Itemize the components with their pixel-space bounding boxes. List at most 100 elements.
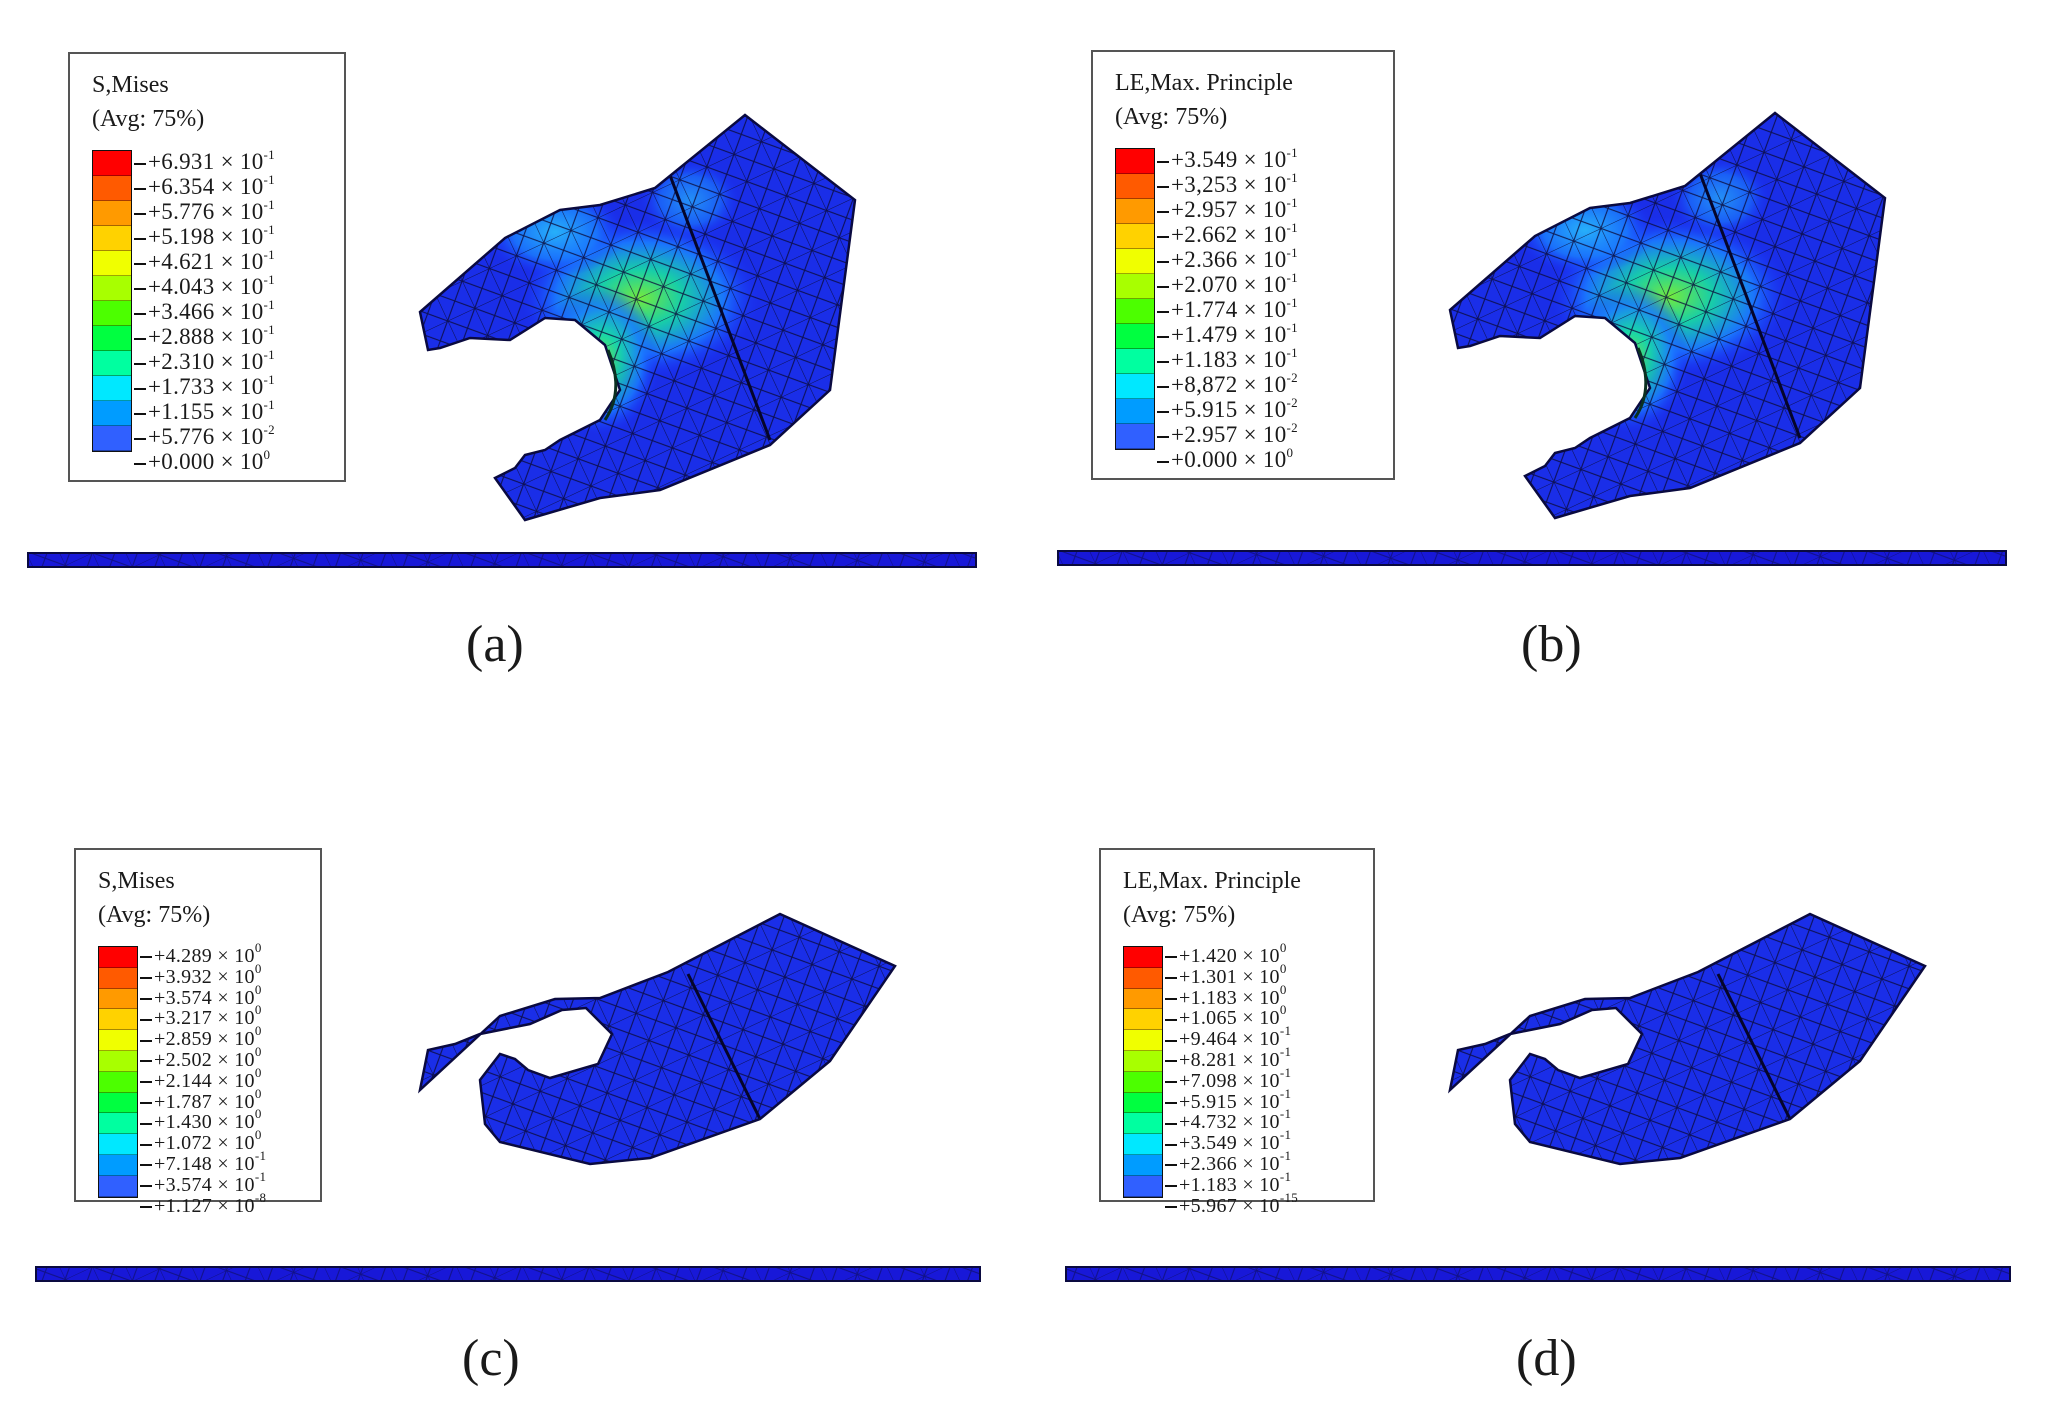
legend-tick [140,1122,152,1125]
legend-exponent: -2 [1286,395,1298,410]
colorbar-swatch [1116,174,1154,199]
legend-mantissa: +3.932 × 10 [154,965,255,988]
legend-exponent: -1 [254,1168,267,1184]
legend-mantissa: +1.127 × 10 [154,1194,255,1217]
legend-mantissa: +1.072 × 10 [154,1132,255,1155]
legend-exponent: 0 [254,1023,262,1039]
legend-mantissa: +1.065 × 10 [1179,1007,1280,1030]
legend-value: +1.479 × 10-1 [1157,315,1298,347]
legend-title-b-1: LE,Max. Principle [1115,70,1293,96]
legend-mantissa: +1.301 × 10 [1179,965,1280,988]
legend-title-d-2: (Avg: 75%) [1123,902,1236,928]
legend-mantissa: +2.366 × 10 [1171,247,1287,272]
colorbar-swatch [99,1175,137,1197]
legend-exponent: -1 [263,297,275,312]
legend-exponent: 0 [1279,981,1287,997]
colorbar-b [1115,148,1155,450]
legend-value: +2.502 × 100 [140,1042,266,1070]
legend-value: +7.148 × 10-1 [140,1146,266,1174]
legend-value: +1.183 × 10-1 [1165,1167,1298,1195]
legend-tick [140,1205,152,1208]
legend-mantissa: +2.070 × 10 [1171,272,1287,297]
colorbar-swatch [99,1154,137,1176]
legend-value: +2.957 × 10-1 [1157,190,1298,222]
legend-mantissa: +2.859 × 10 [154,1028,255,1051]
legend-mantissa: +9.464 × 10 [1179,1028,1280,1051]
legend-value: +6.354 × 10-1 [134,167,275,199]
legend-tick [1157,185,1169,188]
legend-value: +3.217 × 100 [140,1000,266,1029]
colorbar-swatch [99,1113,137,1135]
legend-value: +3.549 × 10-1 [1157,140,1298,172]
legend-tick [134,412,146,415]
legend-mantissa: +1.420 × 10 [1179,945,1280,967]
legend-exponent: -1 [1279,1064,1292,1080]
legend-tick [1157,310,1169,313]
legend-value: +6.931 × 10-1 [134,142,275,174]
colorbar-swatch [1116,349,1154,374]
colorbar-swatch [1116,274,1154,299]
legend-value: +1.183 × 100 [1165,980,1298,1008]
legend-exponent: 0 [254,1127,262,1143]
legend-value: +1.787 × 100 [140,1084,266,1112]
colorbar-swatch [93,151,131,176]
legend-tick [140,1018,152,1021]
colorbar-swatch [1116,299,1154,324]
legend-exponent: 0 [263,447,271,462]
colorbar-swatch [93,226,131,251]
caption-c: (c) [462,1330,520,1387]
legend-mantissa: +3.549 × 10 [1179,1132,1280,1155]
colorbar-swatch [1124,1113,1162,1135]
legend-mantissa: +1.479 × 10 [1171,322,1287,347]
legend-labels-a: +6.931 × 10-1 +6.354 × 10-1 +5.776 × 10-1 +… [134,142,275,474]
legend-exponent: -1 [263,197,275,212]
legend-tick [134,262,146,265]
legend-tick [140,1081,152,1084]
legend-exponent: -1 [1279,1168,1292,1184]
colorbar-swatch [1124,967,1162,989]
legend-mantissa: +2.144 × 10 [154,1069,255,1092]
legend-value: +5.967 × 10-15 [1165,1188,1298,1216]
legend-mantissa: +4.732 × 10 [1179,1111,1280,1134]
colorbar-swatch [93,376,131,401]
legend-tick [1157,160,1169,163]
panel-c: S,Mises (Avg: 75%) +4.289 × 100 +3.932 × … [0,714,1025,1428]
legend-mantissa: +4.289 × 10 [154,945,255,967]
legend-tick [1157,260,1169,263]
legend-exponent: -1 [263,247,275,262]
colorbar-swatch [93,301,131,326]
legend-exponent: -2 [263,422,275,437]
legend-tick [140,1164,152,1167]
legend-d: LE,Max. Principle (Avg: 75%) +1.420 × 10… [1099,848,1375,1216]
legend-labels-d: +1.420 × 100 +1.301 × 100 +1.183 × 100 +1.0… [1165,938,1298,1216]
legend-value: +5.776 × 10-1 [134,192,275,224]
legend-mantissa: +3.217 × 10 [154,1007,255,1030]
legend-mantissa: +3.574 × 10 [154,986,255,1009]
legend-title-a-2: (Avg: 75%) [92,106,205,132]
legend-tick [1165,977,1177,980]
colorbar-swatch [99,1134,137,1155]
legend-value: +0.000 × 100 [134,442,275,474]
colorbar-swatch [1124,1050,1162,1072]
legend-a: S,Mises (Avg: 75%) +6.931 × 10-1 +6.354 ×… [68,52,346,482]
legend-value: +1.733 × 10-1 [134,367,275,399]
legend-mantissa: +5.776 × 10 [148,199,264,224]
legend-value: +1.774 × 10-1 [1157,290,1298,322]
legend-mantissa: +1.183 × 10 [1179,986,1280,1009]
legend-exponent: 0 [254,1043,262,1059]
colorbar-swatch [1124,1154,1162,1176]
legend-exponent: -1 [1286,220,1298,235]
legend-mantissa: +6.354 × 10 [148,174,264,199]
colorbar-swatch [1116,399,1154,424]
legend-exponent: -1 [1286,345,1298,360]
colorbar-swatch [1124,988,1162,1010]
legend-mantissa: +3.574 × 10 [154,1173,255,1196]
legend-title-c-1: S,Mises [98,868,175,894]
legend-tick [1165,1143,1177,1146]
legend-value: +2.310 × 10-1 [134,342,275,374]
legend-value: +5.915 × 10-2 [1157,390,1298,422]
legend-tick [134,187,146,190]
legend-tick [140,1101,152,1104]
legend-tick [134,437,146,440]
legend-tick [1165,1018,1177,1021]
